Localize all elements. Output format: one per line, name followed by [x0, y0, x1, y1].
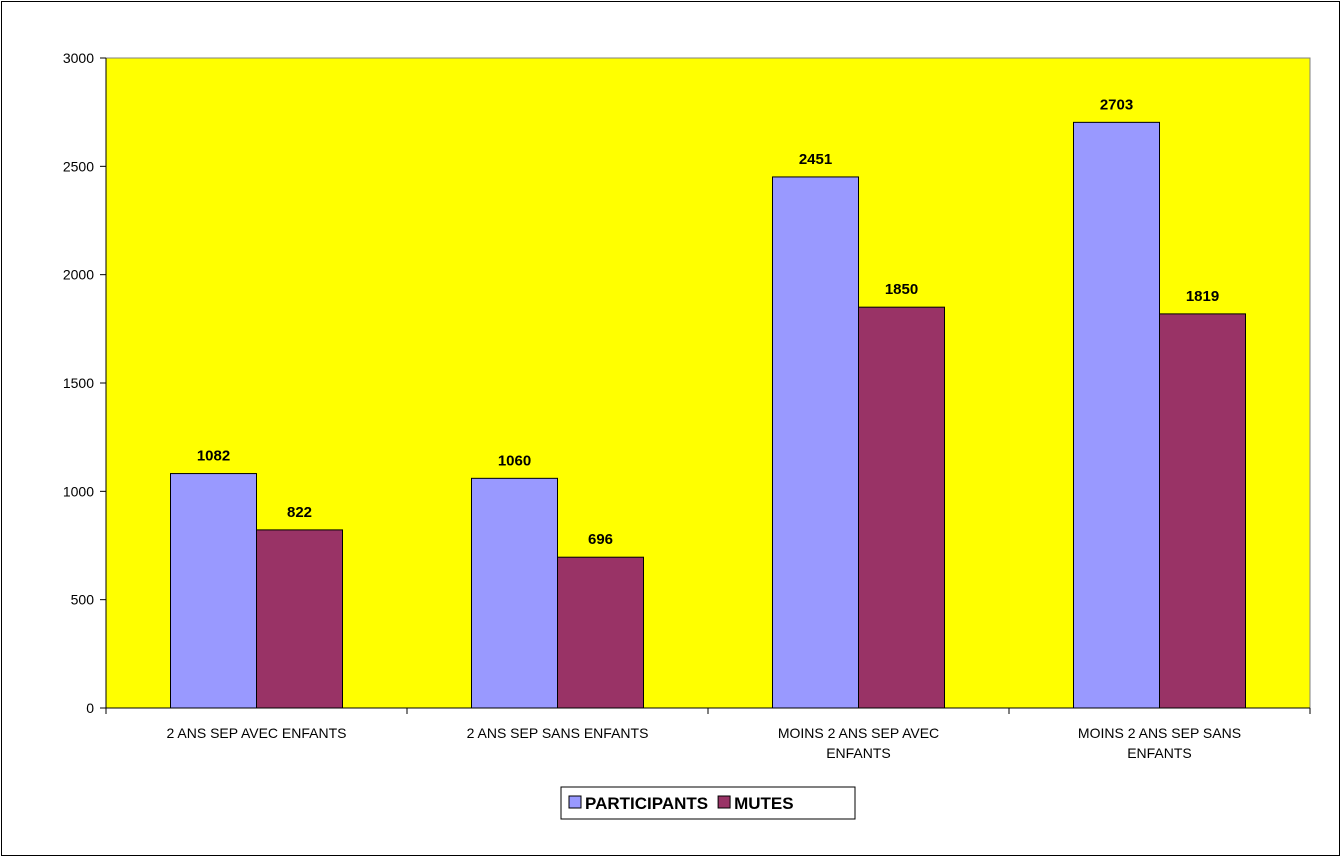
- legend-label: MUTES: [734, 794, 794, 813]
- bar-participants: [471, 477, 558, 709]
- x-category-label: MOINS 2 ANS SEP SANS: [1078, 725, 1241, 741]
- bar-mutes: [557, 556, 644, 709]
- y-tick-label: 3000: [63, 50, 94, 66]
- bar-participants: [1073, 121, 1160, 709]
- x-category-label: ENFANTS: [1127, 745, 1192, 761]
- legend-swatch: [568, 795, 582, 809]
- y-tick-label: 0: [86, 700, 94, 716]
- bars: [170, 121, 1246, 709]
- y-tick-label: 1000: [63, 483, 94, 499]
- data-label: 1082: [197, 448, 230, 465]
- bar-mutes: [858, 306, 945, 709]
- data-label: 1060: [498, 452, 531, 469]
- x-category-label: 2 ANS SEP SANS ENFANTS: [467, 725, 649, 741]
- x-category-label: ENFANTS: [826, 745, 891, 761]
- x-category-label: MOINS 2 ANS SEP AVEC: [778, 725, 939, 741]
- y-tick-label: 2500: [63, 158, 94, 174]
- legend-swatch: [717, 795, 731, 809]
- legend-box: [560, 786, 856, 820]
- x-axis: 2 ANS SEP AVEC ENFANTS 2 ANS SEP SANS ENF…: [105, 707, 1311, 761]
- x-category-label: 2 ANS SEP AVEC ENFANTS: [167, 725, 347, 741]
- legend: PARTICIPANTS MUTES: [560, 786, 856, 820]
- y-tick-label: 1500: [63, 375, 94, 391]
- bar-mutes: [1159, 313, 1246, 709]
- data-label: 2451: [799, 151, 832, 168]
- data-label: 696: [588, 531, 613, 548]
- data-label: 1850: [885, 281, 918, 298]
- y-tick-label: 2000: [63, 267, 94, 283]
- y-axis: 0 500 1000 1500 2000 2500 3000: [63, 50, 107, 716]
- bar-participants: [772, 176, 859, 709]
- legend-label: PARTICIPANTS: [585, 794, 708, 813]
- data-label: 1819: [1186, 288, 1219, 305]
- bar-participants: [170, 473, 257, 709]
- data-label: 2703: [1100, 96, 1133, 113]
- bar-mutes: [256, 529, 343, 709]
- data-label: 822: [287, 504, 312, 521]
- y-tick-label: 500: [71, 592, 95, 608]
- data-labels: 1082 1060 2451 2703 822 696 1850 1819: [197, 96, 1219, 548]
